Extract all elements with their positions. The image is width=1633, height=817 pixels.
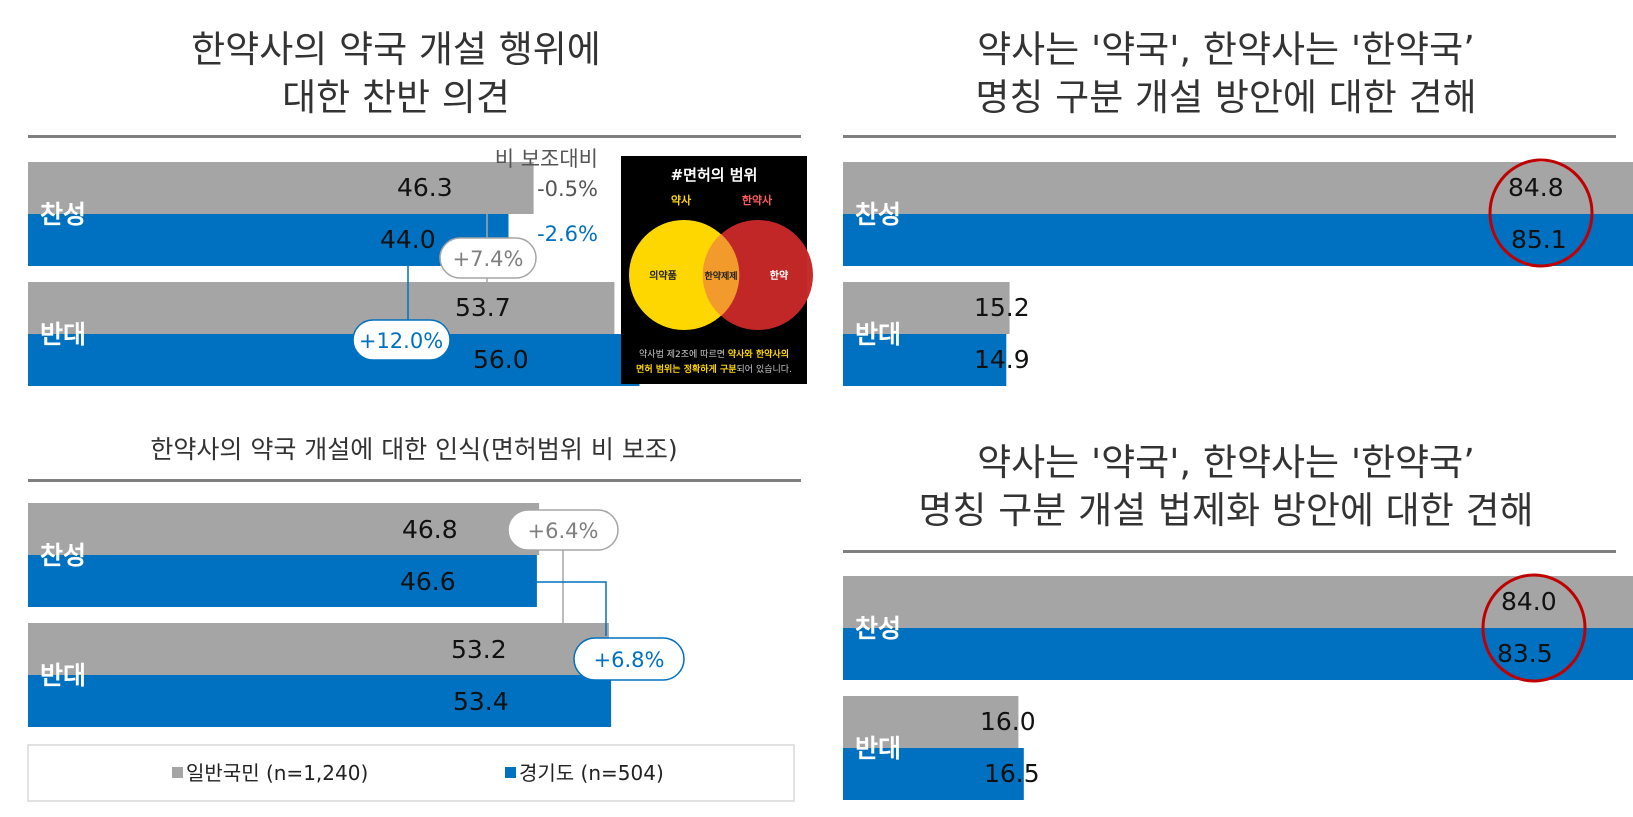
chart2-connector-general-bottom bbox=[526, 550, 564, 651]
venn-caption-line1: 약사법 제2조에 따르면 약사와 한약사의 bbox=[639, 348, 789, 360]
venn-diagram: #면허의 범위 약사 한약사 의약품 한약제제 한약 약사법 제2조에 따르면 … bbox=[621, 156, 813, 384]
chart3-value-gyeonggi-oppose: 14.9 bbox=[974, 345, 1030, 374]
chart1-category-agree: 찬성 bbox=[40, 200, 86, 229]
chart2: 한약사의 약국 개설에 대한 인식(면허범위 비 보조) 찬성 반대 46.8 … bbox=[28, 435, 801, 727]
venn-caption-line1-b: 약사와 한약사의 bbox=[728, 348, 789, 360]
chart2-connector-gyeonggi-top bbox=[474, 581, 607, 636]
chart1-title-rule bbox=[28, 135, 801, 138]
chart1: 한약사의 약국 개설 행위에 대한 찬반 의견 찬성 반대 46.3 44.0 … bbox=[28, 28, 801, 386]
chart2-title: 한약사의 약국 개설에 대한 인식(면허범위 비 보조) bbox=[150, 435, 677, 464]
chart3-highlight-circle bbox=[1488, 158, 1594, 268]
chart3-bar-general-oppose bbox=[843, 282, 1010, 334]
chart2-bar-general-oppose bbox=[28, 623, 609, 675]
chart2-gap-text-gyeonggi: +6.8% bbox=[594, 648, 665, 672]
chart1-gap-badge-general bbox=[439, 237, 537, 279]
venn-overlap bbox=[702, 234, 740, 316]
chart3-category-oppose: 반대 bbox=[855, 320, 901, 349]
chart1-value-gyeonggi-agree: 44.0 bbox=[380, 225, 436, 254]
chart4-bar-general-oppose bbox=[843, 696, 1019, 748]
chart2-bar-gyeonggi-agree bbox=[28, 555, 537, 607]
chart2-connector-gyeonggi-bottom bbox=[526, 680, 607, 701]
chart2-bar-gyeonggi-oppose bbox=[28, 675, 612, 727]
chart3-bar-gyeonggi-oppose bbox=[843, 334, 1007, 386]
venn-left-label: 약사 bbox=[671, 193, 692, 207]
chart2-value-general-agree: 46.8 bbox=[402, 515, 458, 544]
legend-swatch-general bbox=[172, 767, 183, 778]
chart1-bar-gyeonggi-agree bbox=[28, 214, 509, 266]
venn-caption-line2-a: 면허 범위는 정확하게 구분 bbox=[636, 363, 736, 375]
chart3-bar-general-agree bbox=[843, 162, 1633, 214]
chart1-title-line2: 대한 찬반 의견 bbox=[282, 76, 510, 119]
venn-caption-line1-a: 약사법 제2조에 따르면 bbox=[639, 348, 728, 360]
venn-caption-line2: 면허 범위는 정확하게 구분되어 있습니다. bbox=[636, 363, 792, 375]
legend-label-general: 일반국민 (n=1,240) bbox=[186, 761, 368, 785]
venn-center-inner: 한약제제 bbox=[704, 270, 737, 282]
chart4-value-gyeonggi-oppose: 16.5 bbox=[984, 759, 1040, 788]
chart1-gap-connector-general-top bbox=[465, 183, 488, 245]
chart1-gap-badge-gyeonggi bbox=[352, 319, 451, 361]
chart4-value-general-agree: 84.0 bbox=[1501, 587, 1557, 616]
chart3-value-general-oppose: 15.2 bbox=[974, 293, 1030, 322]
venn-title: #면허의 범위 bbox=[671, 166, 758, 184]
chart2-category-agree: 찬성 bbox=[40, 541, 86, 570]
chart3-bar-gyeonggi-agree bbox=[843, 214, 1633, 266]
chart4-value-gyeonggi-agree: 83.5 bbox=[1497, 639, 1553, 668]
chart3-title-line2: 명칭 구분 개설 방안에 대한 견해 bbox=[975, 76, 1476, 119]
chart1-bar-gyeonggi-oppose bbox=[28, 334, 640, 386]
chart4-title-line2: 명칭 구분 개설 법제화 방안에 대한 견해 bbox=[918, 489, 1533, 532]
chart2-gap-badge-general bbox=[507, 509, 619, 551]
chart1-title-line1: 한약사의 약국 개설 행위에 bbox=[191, 28, 601, 71]
chart3-value-gyeonggi-agree: 85.1 bbox=[1511, 225, 1567, 254]
chart4-value-general-oppose: 16.0 bbox=[980, 707, 1036, 736]
chart4-bar-gyeonggi-oppose bbox=[843, 748, 1024, 800]
legend: 일반국민 (n=1,240) 경기도 (n=504) bbox=[27, 744, 795, 802]
chart1-compare-general: -0.5% bbox=[537, 177, 598, 201]
chart3-value-general-agree: 84.8 bbox=[1508, 173, 1564, 202]
legend-swatch-gyeonggi bbox=[505, 767, 516, 778]
chart2-value-gyeonggi-agree: 46.6 bbox=[400, 567, 456, 596]
chart3-title-rule bbox=[843, 135, 1616, 138]
chart2-gap-badge-gyeonggi bbox=[573, 637, 685, 681]
chart4-category-oppose: 반대 bbox=[855, 734, 901, 763]
venn-right-label: 한약사 bbox=[742, 193, 773, 207]
chart4-category-agree: 찬성 bbox=[855, 614, 901, 643]
chart1-bar-general-agree bbox=[28, 162, 534, 214]
venn-left-inner: 의약품 bbox=[649, 269, 677, 282]
chart2-category-oppose: 반대 bbox=[40, 661, 86, 690]
chart1-value-general-agree: 46.3 bbox=[397, 173, 453, 202]
chart4: 약사는 '약국', 한약사는 '한약국’ 명칭 구분 개설 법제화 방안에 대한… bbox=[843, 441, 1633, 800]
chart1-gap-text-gyeonggi: +12.0% bbox=[359, 329, 443, 353]
chart4-bar-general-agree bbox=[843, 576, 1633, 628]
chart1-bar-general-oppose bbox=[28, 282, 615, 334]
chart1-compare-title: 비 보조대비 bbox=[495, 147, 598, 171]
chart1-category-oppose: 반대 bbox=[40, 320, 86, 349]
chart3: 약사는 '약국', 한약사는 '한약국’ 명칭 구분 개설 방안에 대한 견해 … bbox=[843, 28, 1633, 386]
chart3-title-line1: 약사는 '약국', 한약사는 '한약국’ bbox=[977, 28, 1475, 71]
chart4-highlight-circle bbox=[1481, 573, 1587, 683]
chart1-value-gyeonggi-oppose: 56.0 bbox=[473, 345, 529, 374]
chart4-title-rule bbox=[843, 550, 1616, 553]
venn-caption-line2-b: 되어 있습니다. bbox=[737, 363, 792, 375]
legend-box bbox=[27, 744, 795, 802]
chart4-bar-gyeonggi-agree bbox=[843, 628, 1633, 680]
chart3-category-agree: 찬성 bbox=[855, 200, 901, 229]
chart2-value-gyeonggi-oppose: 53.4 bbox=[453, 687, 509, 716]
chart2-gap-text-general: +6.4% bbox=[528, 519, 599, 543]
chart4-title-line1: 약사는 '약국', 한약사는 '한약국’ bbox=[977, 441, 1475, 484]
venn-right-inner: 한약 bbox=[770, 269, 789, 282]
legend-label-gyeonggi: 경기도 (n=504) bbox=[519, 761, 664, 785]
chart2-title-rule bbox=[28, 479, 801, 482]
chart1-compare-gyeonggi: -2.6% bbox=[537, 222, 598, 246]
chart2-value-general-oppose: 53.2 bbox=[451, 635, 507, 664]
chart2-bar-general-agree bbox=[28, 503, 540, 555]
chart1-value-general-oppose: 53.7 bbox=[455, 293, 511, 322]
chart1-gap-text-general: +7.4% bbox=[453, 247, 524, 271]
